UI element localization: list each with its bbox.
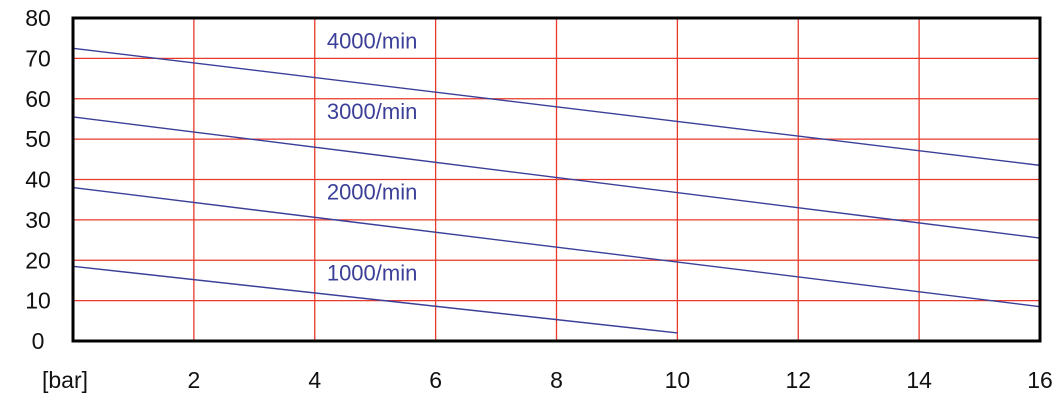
y-tick-label: 60 bbox=[25, 86, 51, 112]
series-label: 2000/min bbox=[327, 180, 418, 205]
y-axis-ticks: 0 10 20 30 40 50 60 70 80 bbox=[25, 5, 51, 354]
x-tick-label: 6 bbox=[429, 367, 442, 393]
plot-frame bbox=[71, 16, 1042, 343]
series-label: 4000/min bbox=[327, 28, 418, 53]
series-line bbox=[72, 186, 1041, 308]
x-tick-label: 2 bbox=[187, 367, 200, 393]
x-tick-label: 16 bbox=[1027, 367, 1053, 393]
x-tick-label: 12 bbox=[785, 367, 811, 393]
series-lines bbox=[72, 47, 1041, 334]
x-tick-label: 8 bbox=[550, 367, 563, 393]
series-line bbox=[72, 265, 678, 334]
series-line bbox=[72, 116, 1041, 239]
x-axis-ticks: 2 4 6 8 10 12 14 16 bbox=[187, 367, 1052, 393]
x-tick-label: 4 bbox=[308, 367, 321, 393]
x-tick-label: 14 bbox=[906, 367, 932, 393]
y-tick-label: 20 bbox=[25, 247, 51, 273]
series-label: 1000/min bbox=[327, 260, 418, 285]
series-line bbox=[72, 47, 1041, 167]
x-tick-label: 10 bbox=[665, 367, 691, 393]
series-labels: 4000/min 3000/min 2000/min 1000/min bbox=[327, 28, 418, 285]
y-tick-label: 70 bbox=[25, 45, 51, 71]
y-tick-label: 0 bbox=[32, 328, 45, 354]
y-tick-label: 80 bbox=[25, 5, 51, 31]
y-tick-label: 10 bbox=[25, 288, 51, 314]
series-label: 3000/min bbox=[327, 99, 418, 124]
grid bbox=[73, 18, 1040, 341]
y-tick-label: 40 bbox=[25, 167, 51, 193]
y-tick-label: 30 bbox=[25, 207, 51, 233]
x-axis-label: [bar] bbox=[42, 367, 88, 393]
y-tick-label: 50 bbox=[25, 126, 51, 152]
